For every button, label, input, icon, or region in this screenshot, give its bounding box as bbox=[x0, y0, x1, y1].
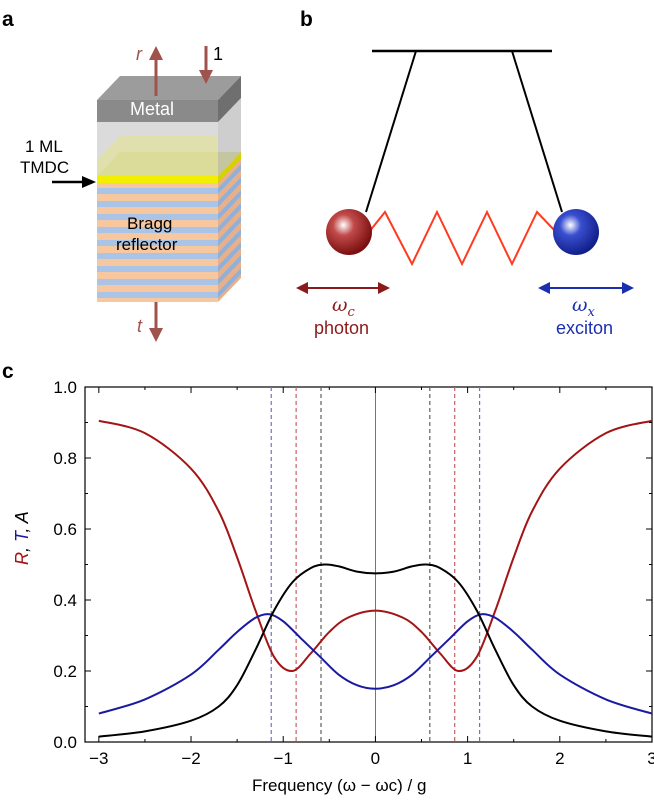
x-tick-label-1: −2 bbox=[181, 749, 200, 768]
spacer-side bbox=[218, 98, 241, 176]
photon-string bbox=[365, 50, 417, 213]
x-tick-label-5: 2 bbox=[555, 749, 564, 768]
panel-label-a: a bbox=[2, 8, 14, 31]
spacer-yellow bbox=[97, 136, 218, 176]
y-axis-label: R, T, A bbox=[12, 511, 33, 565]
series-T-line bbox=[98, 613, 653, 715]
photon-label: photon bbox=[314, 318, 370, 338]
y-label-comma-2: , bbox=[12, 523, 32, 533]
series-R-line bbox=[98, 419, 653, 673]
reflected-arrow bbox=[149, 46, 163, 96]
bragg-layer-front-2 bbox=[97, 214, 218, 220]
metal-front bbox=[97, 100, 218, 122]
bragg-layer-front-1 bbox=[97, 201, 218, 207]
y-tick-label-0: 0.0 bbox=[53, 733, 77, 752]
exciton-label: exciton bbox=[556, 318, 614, 338]
series-A-line bbox=[98, 563, 653, 738]
x-tick-label-3: 0 bbox=[371, 749, 380, 768]
metal-label: Metal bbox=[130, 99, 175, 119]
y-label-t: T bbox=[12, 532, 32, 542]
bragg-layer-front-7 bbox=[97, 279, 218, 285]
exciton-frequency-label: ωx bbox=[572, 294, 595, 320]
x-tick-label-4: 1 bbox=[463, 749, 472, 768]
bragg-label-line1: Bragg bbox=[127, 214, 173, 233]
bragg-layer-side-1 bbox=[218, 177, 241, 207]
y-tick-label-4: 0.8 bbox=[53, 449, 77, 468]
bragg-layer-front-0 bbox=[97, 188, 218, 194]
bragg-reflector-front bbox=[97, 182, 218, 302]
x-axis-label: Frequency (ω − ωc) / g bbox=[252, 776, 427, 795]
bragg-layer-front-6 bbox=[97, 266, 218, 272]
y-tick-label-5: 1.0 bbox=[53, 378, 77, 397]
bragg-layer-front-4 bbox=[97, 240, 218, 246]
bragg-layer-side-4 bbox=[218, 216, 241, 246]
reflection-label: r bbox=[136, 44, 142, 64]
y-tick-label-3: 0.6 bbox=[53, 520, 77, 539]
tmdc-label-line1: 1 ML bbox=[25, 137, 63, 156]
bragg-layer-front-8 bbox=[97, 292, 218, 298]
photon-double-arrow bbox=[296, 282, 390, 294]
bragg-layer-side-6 bbox=[218, 242, 241, 272]
y-label-a: A bbox=[12, 511, 32, 524]
tmdc-pointer-arrow bbox=[52, 176, 96, 188]
tmdc-layer bbox=[97, 176, 218, 183]
bragg-layer-front-3 bbox=[97, 227, 218, 233]
incident-arrow bbox=[199, 46, 213, 84]
transmission-label: t bbox=[137, 316, 143, 336]
bragg-layer-side-0 bbox=[218, 164, 241, 194]
y-tick-label-2: 0.4 bbox=[53, 591, 77, 610]
exciton-sub: x bbox=[587, 304, 595, 320]
bragg-layer-side-7 bbox=[218, 255, 241, 285]
y-tick-label-1: 0.2 bbox=[53, 662, 77, 681]
exciton-ball bbox=[553, 209, 599, 255]
y-label-r: R bbox=[12, 552, 32, 565]
y-label-comma-1: , bbox=[12, 541, 32, 552]
photon-ball bbox=[326, 209, 372, 255]
x-tick-label-0: −3 bbox=[89, 749, 108, 768]
bragg-layer-side-2 bbox=[218, 190, 241, 220]
panel-label-b: b bbox=[300, 8, 313, 31]
panel-label-c: c bbox=[2, 360, 14, 383]
tmdc-layer-side bbox=[218, 152, 241, 183]
tmdc-label-line2: TMDC bbox=[20, 158, 70, 177]
incident-label: 1 bbox=[213, 44, 224, 64]
coupling-spring bbox=[368, 209, 557, 267]
exciton-string bbox=[511, 50, 563, 213]
x-tick-label-6: 3 bbox=[647, 749, 654, 768]
bragg-layer-front-5 bbox=[97, 253, 218, 259]
bragg-layer-side-8 bbox=[218, 268, 241, 298]
bragg-layer-side-3 bbox=[218, 203, 241, 233]
exciton-double-arrow bbox=[538, 282, 634, 294]
bragg-label-line2: reflector bbox=[116, 235, 178, 254]
x-tick-label-2: −1 bbox=[274, 749, 293, 768]
metal-side bbox=[218, 76, 241, 122]
transmitted-arrow bbox=[149, 302, 163, 342]
bragg-layer-side-5 bbox=[218, 229, 241, 259]
photon-sub: c bbox=[347, 304, 355, 320]
bragg-reflector-side bbox=[218, 158, 241, 302]
exciton-omega: ω bbox=[572, 294, 588, 316]
photon-omega: ω bbox=[332, 294, 348, 316]
photon-frequency-label: ωc bbox=[332, 294, 355, 320]
